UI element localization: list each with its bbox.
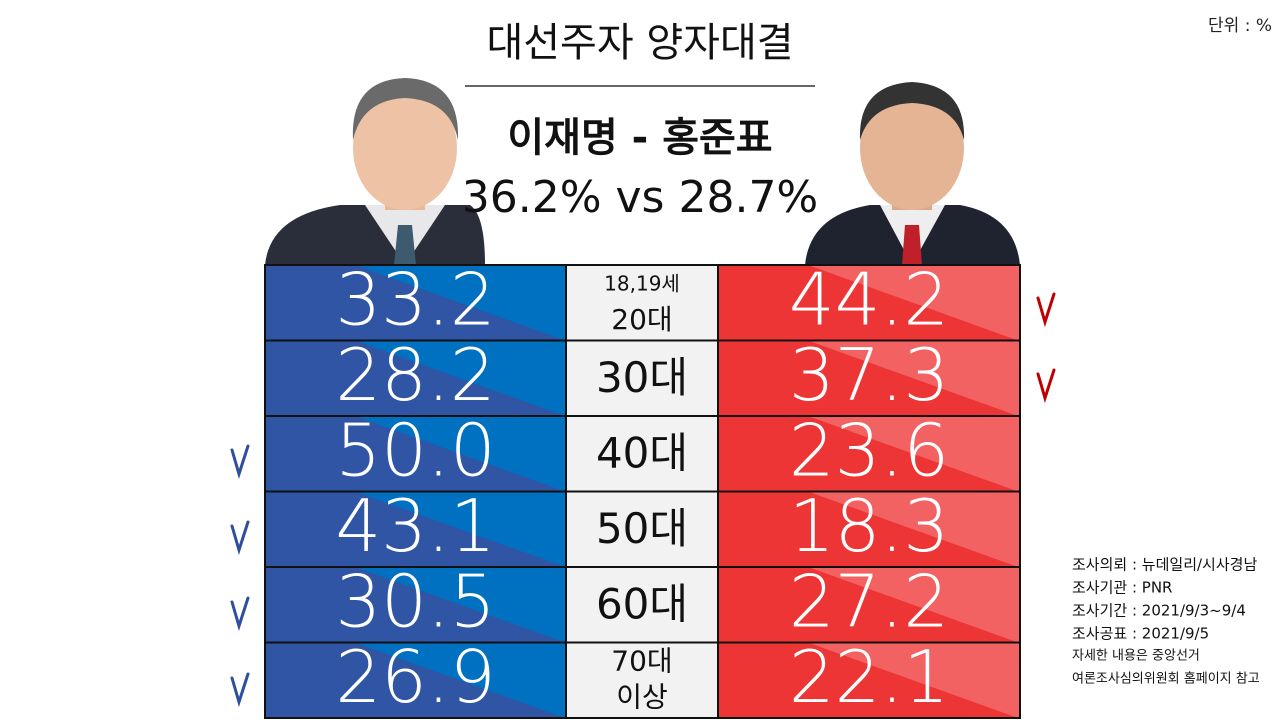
left-value: 28.2 xyxy=(335,333,495,417)
right-value: 23.6 xyxy=(789,408,949,492)
row-border xyxy=(264,641,1021,719)
age-cell xyxy=(566,491,718,567)
left-shade xyxy=(265,265,565,341)
left-shade xyxy=(265,567,565,643)
age-label: 70대 xyxy=(611,645,672,678)
right-portrait xyxy=(805,82,1020,265)
age-label: 20대 xyxy=(611,303,672,336)
left-shade xyxy=(265,340,565,416)
age-label: 18,19세 xyxy=(604,272,680,296)
age-cell xyxy=(566,265,718,341)
table: 33.2 44.2 18,19세 20대 28.2 37.3 30대 50.0 23.6 40대 4… xyxy=(264,257,1021,719)
left-value: 33.2 xyxy=(335,257,495,341)
left-value: 26.9 xyxy=(335,635,495,719)
right-value: 37.3 xyxy=(789,333,949,417)
age-label: 이상 xyxy=(616,681,668,714)
right-shade xyxy=(808,642,1020,718)
right-value: 27.2 xyxy=(789,559,949,643)
left-portrait xyxy=(265,78,485,265)
age-cell xyxy=(566,567,718,643)
check-marks xyxy=(230,292,1056,708)
left-shade xyxy=(265,416,565,492)
note: 자세한 내용은 중앙선거 xyxy=(1072,649,1200,664)
right-value: 22.1 xyxy=(789,635,949,719)
left-value: 30.5 xyxy=(335,559,495,643)
age-label: 50대 xyxy=(596,504,688,553)
summary: 36.2% vs 28.7% xyxy=(462,172,819,223)
right-shade xyxy=(808,265,1020,341)
right-value: 18.3 xyxy=(789,484,949,568)
note: 조사기간 : 2021/9/3~9/4 xyxy=(1072,602,1246,620)
right-shade xyxy=(808,491,1020,567)
left-value: 50.0 xyxy=(335,408,495,492)
note: 조사기관 : PNR xyxy=(1072,579,1172,597)
right-shade xyxy=(808,340,1020,416)
matchup: 이재명 - 홍준표 xyxy=(507,115,772,161)
age-cell xyxy=(566,340,718,416)
age-label: 40대 xyxy=(596,428,688,477)
right-shade xyxy=(808,416,1020,492)
left-shade xyxy=(265,491,565,567)
left-shade xyxy=(265,642,565,718)
age-label: 60대 xyxy=(596,579,688,628)
right-shade xyxy=(808,567,1020,643)
note: 여론조사심의위원회 홈페이지 참고 xyxy=(1072,672,1260,687)
note: 조사의뢰 : 뉴데일리/시사경남 xyxy=(1072,556,1257,574)
left-value: 43.1 xyxy=(335,484,495,568)
age-cell xyxy=(566,416,718,492)
right-value: 44.2 xyxy=(789,257,949,341)
age-label: 30대 xyxy=(596,353,688,402)
unit: 단위 : % xyxy=(1208,16,1272,36)
title: 대선주자 양자대결 xyxy=(486,20,793,66)
age-cell xyxy=(566,642,718,718)
note: 조사공표 : 2021/9/5 xyxy=(1072,625,1209,643)
